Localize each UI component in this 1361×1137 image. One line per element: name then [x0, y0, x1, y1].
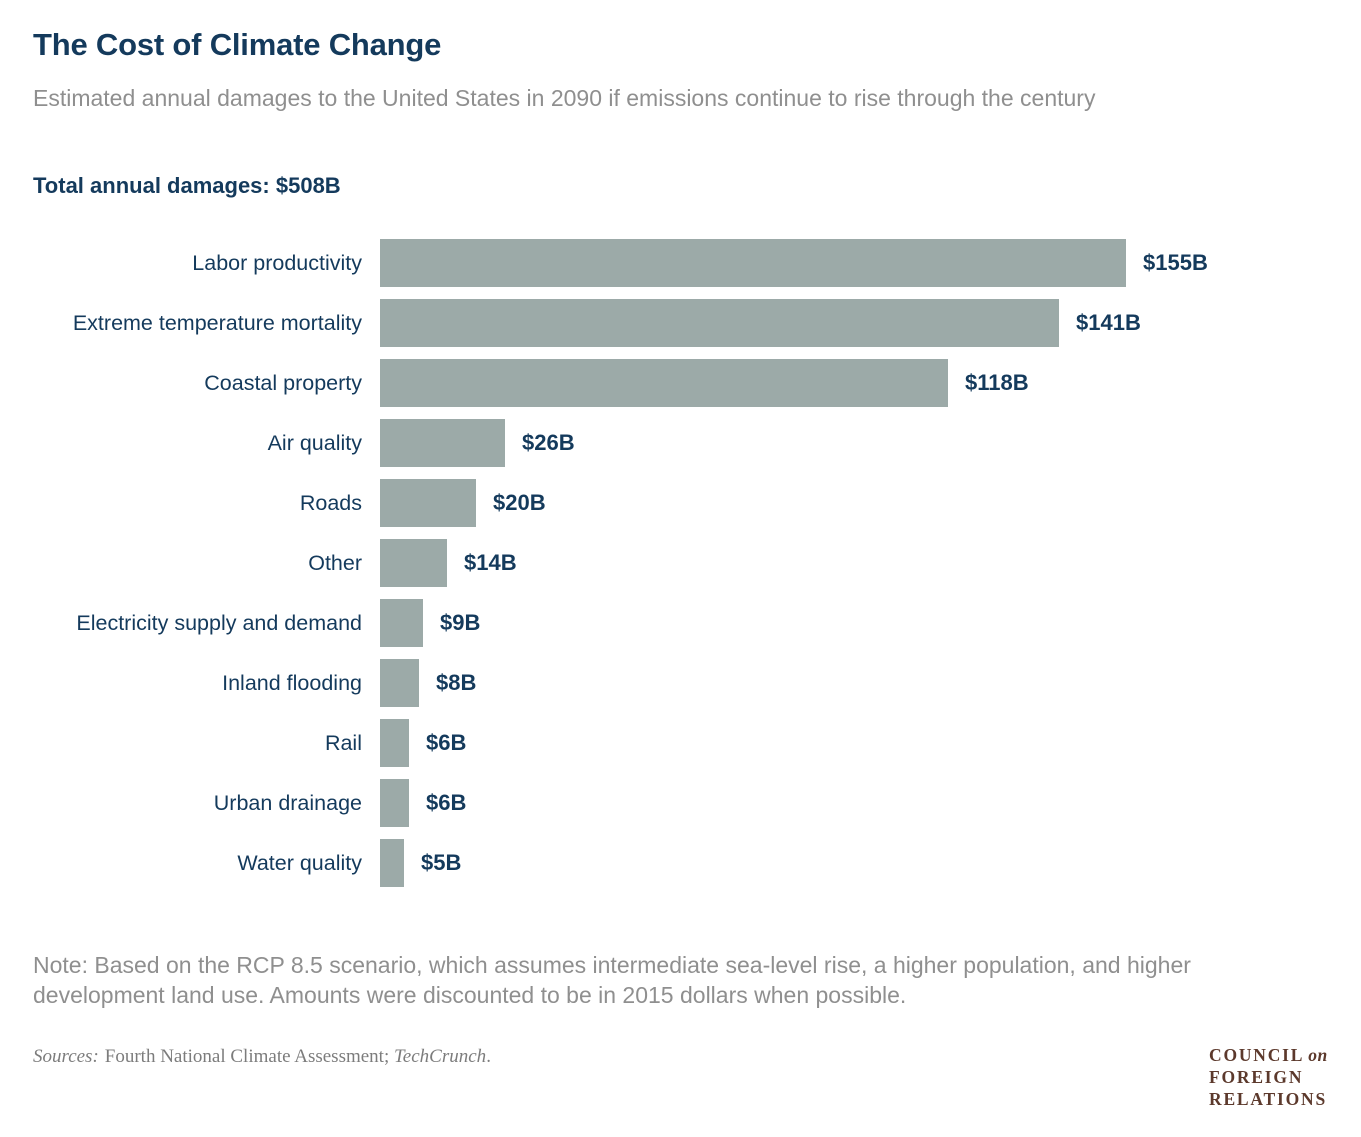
- bar: [380, 359, 948, 407]
- total-annual-damages: Total annual damages: $508B: [33, 173, 341, 198]
- value-label: $20B: [493, 490, 546, 515]
- value-label: $9B: [440, 610, 481, 635]
- value-label: $8B: [436, 670, 477, 695]
- bar: [380, 239, 1126, 287]
- cfr-logo-council: COUNCIL: [1209, 1045, 1305, 1065]
- bar: [380, 539, 447, 587]
- value-label: $6B: [426, 730, 467, 755]
- category-label: Inland flooding: [222, 670, 362, 695]
- bar-row: Air quality $26B: [33, 419, 1333, 467]
- bar: [380, 839, 404, 887]
- value-label: $6B: [426, 790, 467, 815]
- value-label: $155B: [1143, 250, 1208, 275]
- category-label: Water quality: [237, 850, 362, 875]
- cfr-logo-line-3: RELATIONS: [1209, 1089, 1327, 1109]
- category-label: Labor productivity: [192, 250, 362, 275]
- cfr-logo-line-1: COUNCIL on: [1209, 1044, 1328, 1066]
- category-label: Other: [308, 550, 362, 575]
- bar: [380, 299, 1059, 347]
- category-label: Roads: [299, 490, 362, 515]
- bar: [380, 599, 423, 647]
- bar-row: Water quality $5B: [33, 839, 1333, 887]
- page-title: The Cost of Climate Change: [33, 27, 442, 62]
- cfr-logo-line-2: FOREIGN: [1209, 1067, 1304, 1087]
- bar-row: Roads $20B: [33, 479, 1333, 527]
- bar: [380, 479, 476, 527]
- cfr-logo-on: on: [1308, 1045, 1328, 1065]
- category-label: Air quality: [267, 430, 362, 455]
- category-label: Electricity supply and demand: [76, 610, 362, 635]
- value-label: $14B: [464, 550, 517, 575]
- value-label: $5B: [421, 850, 462, 875]
- chart-subtitle: Estimated annual damages to the United S…: [33, 85, 1096, 111]
- bar-chart: Labor productivity $155B Extreme temperatu…: [33, 239, 1333, 899]
- bar: [380, 419, 505, 467]
- cfr-logo: COUNCIL on FOREIGN RELATIONS: [1209, 1044, 1328, 1110]
- bar-row: Inland flooding $8B: [33, 659, 1333, 707]
- bar: [380, 779, 409, 827]
- bar-row: Electricity supply and demand $9B: [33, 599, 1333, 647]
- sources-main-text: Fourth National Climate Assessment;: [104, 1046, 390, 1067]
- sources-label: Sources:: [33, 1046, 99, 1067]
- category-label: Urban drainage: [213, 790, 362, 815]
- bar: [380, 719, 409, 767]
- bar-row: Rail $6B: [33, 719, 1333, 767]
- note-line-2: development land use. Amounts were disco…: [33, 982, 907, 1008]
- value-label: $141B: [1076, 310, 1141, 335]
- bar-row: Labor productivity $155B: [33, 239, 1333, 287]
- sources-period: .: [486, 1046, 491, 1067]
- bar: [380, 659, 419, 707]
- sources-publication: TechCrunch: [393, 1046, 487, 1067]
- value-label: $118B: [965, 370, 1029, 395]
- bar-row: Extreme temperature mortality $141B: [33, 299, 1333, 347]
- value-label: $26B: [522, 430, 575, 455]
- category-label: Extreme temperature mortality: [72, 310, 362, 335]
- sources-line: Sources: Fourth National Climate Assessme…: [33, 1046, 491, 1068]
- chart-note: Note: Based on the RCP 8.5 scenario, whi…: [33, 950, 1191, 1010]
- bar-row: Other $14B: [33, 539, 1333, 587]
- bar-row: Urban drainage $6B: [33, 779, 1333, 827]
- note-line-1: Note: Based on the RCP 8.5 scenario, whi…: [33, 952, 1191, 978]
- category-label: Rail: [324, 730, 362, 755]
- category-label: Coastal property: [204, 370, 362, 395]
- bar-row: Coastal property $118B: [33, 359, 1333, 407]
